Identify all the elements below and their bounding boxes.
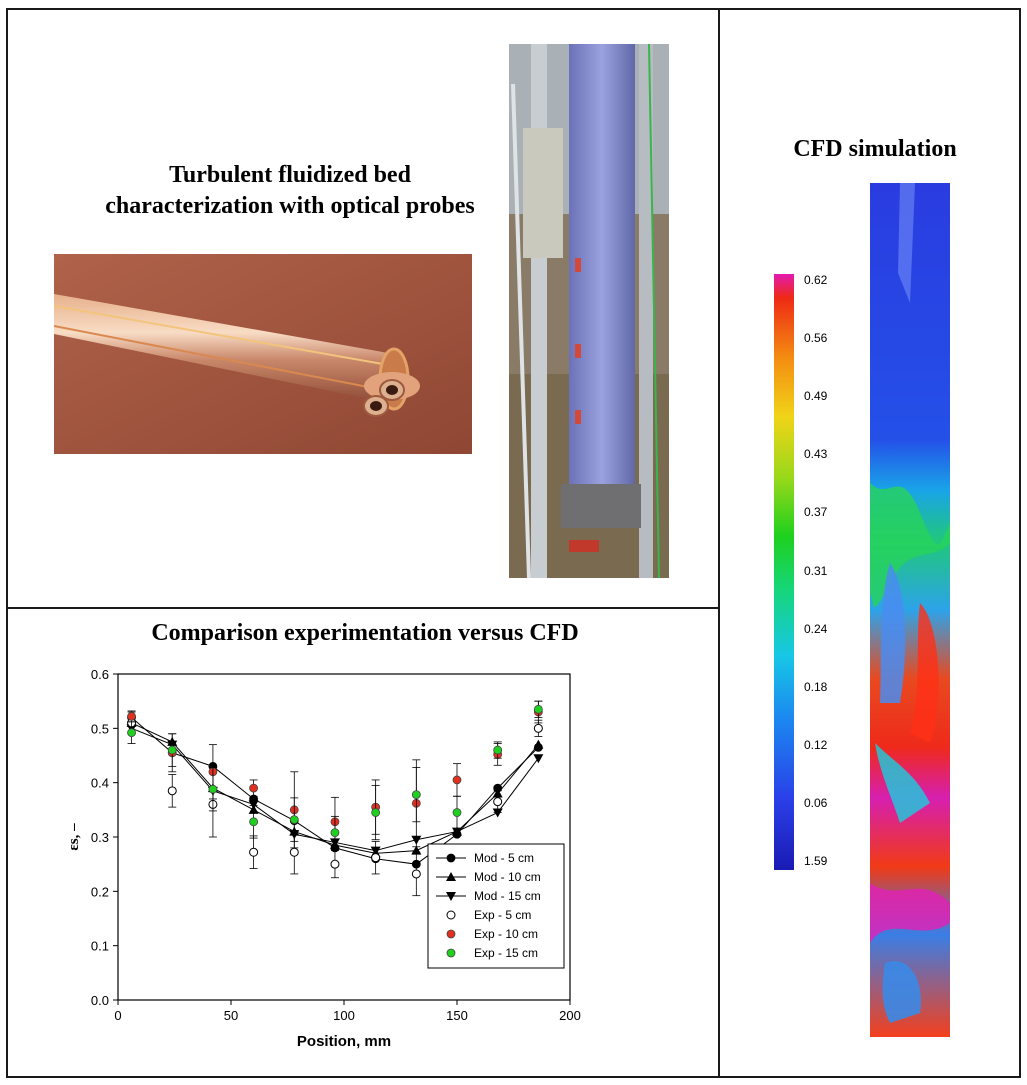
colorbar-label: 0.24 xyxy=(804,621,828,636)
chart-legend: Mod - 5 cm Mod - 10 cm Mod - 15 cm Exp - 5 … xyxy=(427,843,565,969)
data-point xyxy=(371,853,381,863)
x-tick-label: 200 xyxy=(559,1008,581,1023)
data-point xyxy=(533,704,543,714)
legend-marker xyxy=(446,872,456,881)
x-tick-label: 100 xyxy=(333,1008,355,1023)
colorbar-label: 0.31 xyxy=(804,563,828,578)
data-point xyxy=(289,815,299,825)
data-point xyxy=(533,739,544,749)
data-point xyxy=(492,808,503,818)
legend-marker xyxy=(446,892,456,901)
colorbar-label: 0.62 xyxy=(804,273,828,287)
y-tick-label: 0.5 xyxy=(91,721,109,736)
legend-label: Mod - 10 cm xyxy=(474,870,541,884)
data-point xyxy=(127,728,136,738)
colorbar-label: 0.37 xyxy=(804,505,828,520)
y-tick-label: 0.0 xyxy=(91,993,109,1008)
probe-panel-title: Turbulent fluidized bed characterization… xyxy=(60,160,520,222)
data-point xyxy=(493,745,503,755)
data-point xyxy=(249,847,259,857)
data-point xyxy=(167,745,177,755)
data-point xyxy=(533,723,543,733)
colorbar-label: 0.49 xyxy=(804,389,828,404)
colorbar-label: 1.59 xyxy=(804,854,828,868)
y-axis-label: εs, – xyxy=(66,823,82,851)
data-point xyxy=(533,754,544,764)
probe-title-line1: Turbulent fluidized bed xyxy=(169,162,411,188)
data-point xyxy=(127,711,136,721)
comparison-chart: 0 50 100 150 200 0.0 0.1 0.2 0.3 0.4 0.5 0.6 Positio… xyxy=(66,667,581,1050)
legend-label: Exp - 10 cm xyxy=(474,927,538,941)
legend-label: Exp - 15 cm xyxy=(474,946,538,960)
x-axis-label: Position, mm xyxy=(297,1033,391,1050)
legend-marker xyxy=(446,910,456,920)
y-tick-label: 0.2 xyxy=(91,884,109,899)
cfd-colorbar xyxy=(774,274,794,870)
x-tick-label: 50 xyxy=(224,1008,238,1023)
data-point xyxy=(289,847,299,857)
colorbar-label: 0.43 xyxy=(804,447,828,462)
cfd-title: CFD simulation xyxy=(793,136,957,162)
colorbar-label: 0.18 xyxy=(804,679,828,694)
legend-marker xyxy=(446,853,456,863)
data-point xyxy=(411,869,421,879)
chart-axes: 0 50 100 150 200 0.0 0.1 0.2 0.3 0.4 0.5 0.6 Positio… xyxy=(66,667,581,1050)
data-point xyxy=(452,808,462,817)
colorbar-label: 0.12 xyxy=(804,737,828,752)
legend-label: Exp - 5 cm xyxy=(474,908,531,922)
data-point xyxy=(493,797,503,807)
legend-marker xyxy=(446,948,456,958)
y-tick-label: 0.4 xyxy=(91,776,109,791)
data-point xyxy=(330,859,340,869)
data-point xyxy=(371,808,381,817)
legend-marker xyxy=(446,929,456,939)
colorbar-label: 0.06 xyxy=(804,795,828,810)
comparison-title: Comparison experimentation versus CFD xyxy=(151,620,579,646)
data-point xyxy=(330,828,340,838)
y-tick-label: 0.3 xyxy=(91,830,109,845)
data-point xyxy=(208,784,218,794)
data-point xyxy=(167,786,177,796)
legend-label: Mod - 5 cm xyxy=(474,851,534,865)
y-tick-label: 0.1 xyxy=(91,939,109,954)
chart-marks xyxy=(126,700,544,897)
data-point xyxy=(452,775,462,785)
data-point xyxy=(248,800,259,810)
cfd-panel-frame xyxy=(718,8,1021,1078)
colorbar-label: 0.56 xyxy=(804,331,828,346)
fluidized-bed-column-photo xyxy=(509,44,669,578)
data-point xyxy=(411,790,421,800)
cfd-simulation-image xyxy=(870,183,950,1037)
y-tick-label: 0.6 xyxy=(91,667,109,682)
optical-probe-photo xyxy=(54,254,472,454)
x-tick-label: 0 xyxy=(114,1008,121,1023)
legend-box xyxy=(427,843,565,969)
data-point xyxy=(249,783,259,793)
probe-title-line2: characterization with optical probes xyxy=(105,193,475,219)
data-point xyxy=(249,817,259,827)
legend-label: Mod - 15 cm xyxy=(474,889,541,903)
x-tick-label: 150 xyxy=(446,1008,468,1023)
data-point xyxy=(452,827,462,837)
